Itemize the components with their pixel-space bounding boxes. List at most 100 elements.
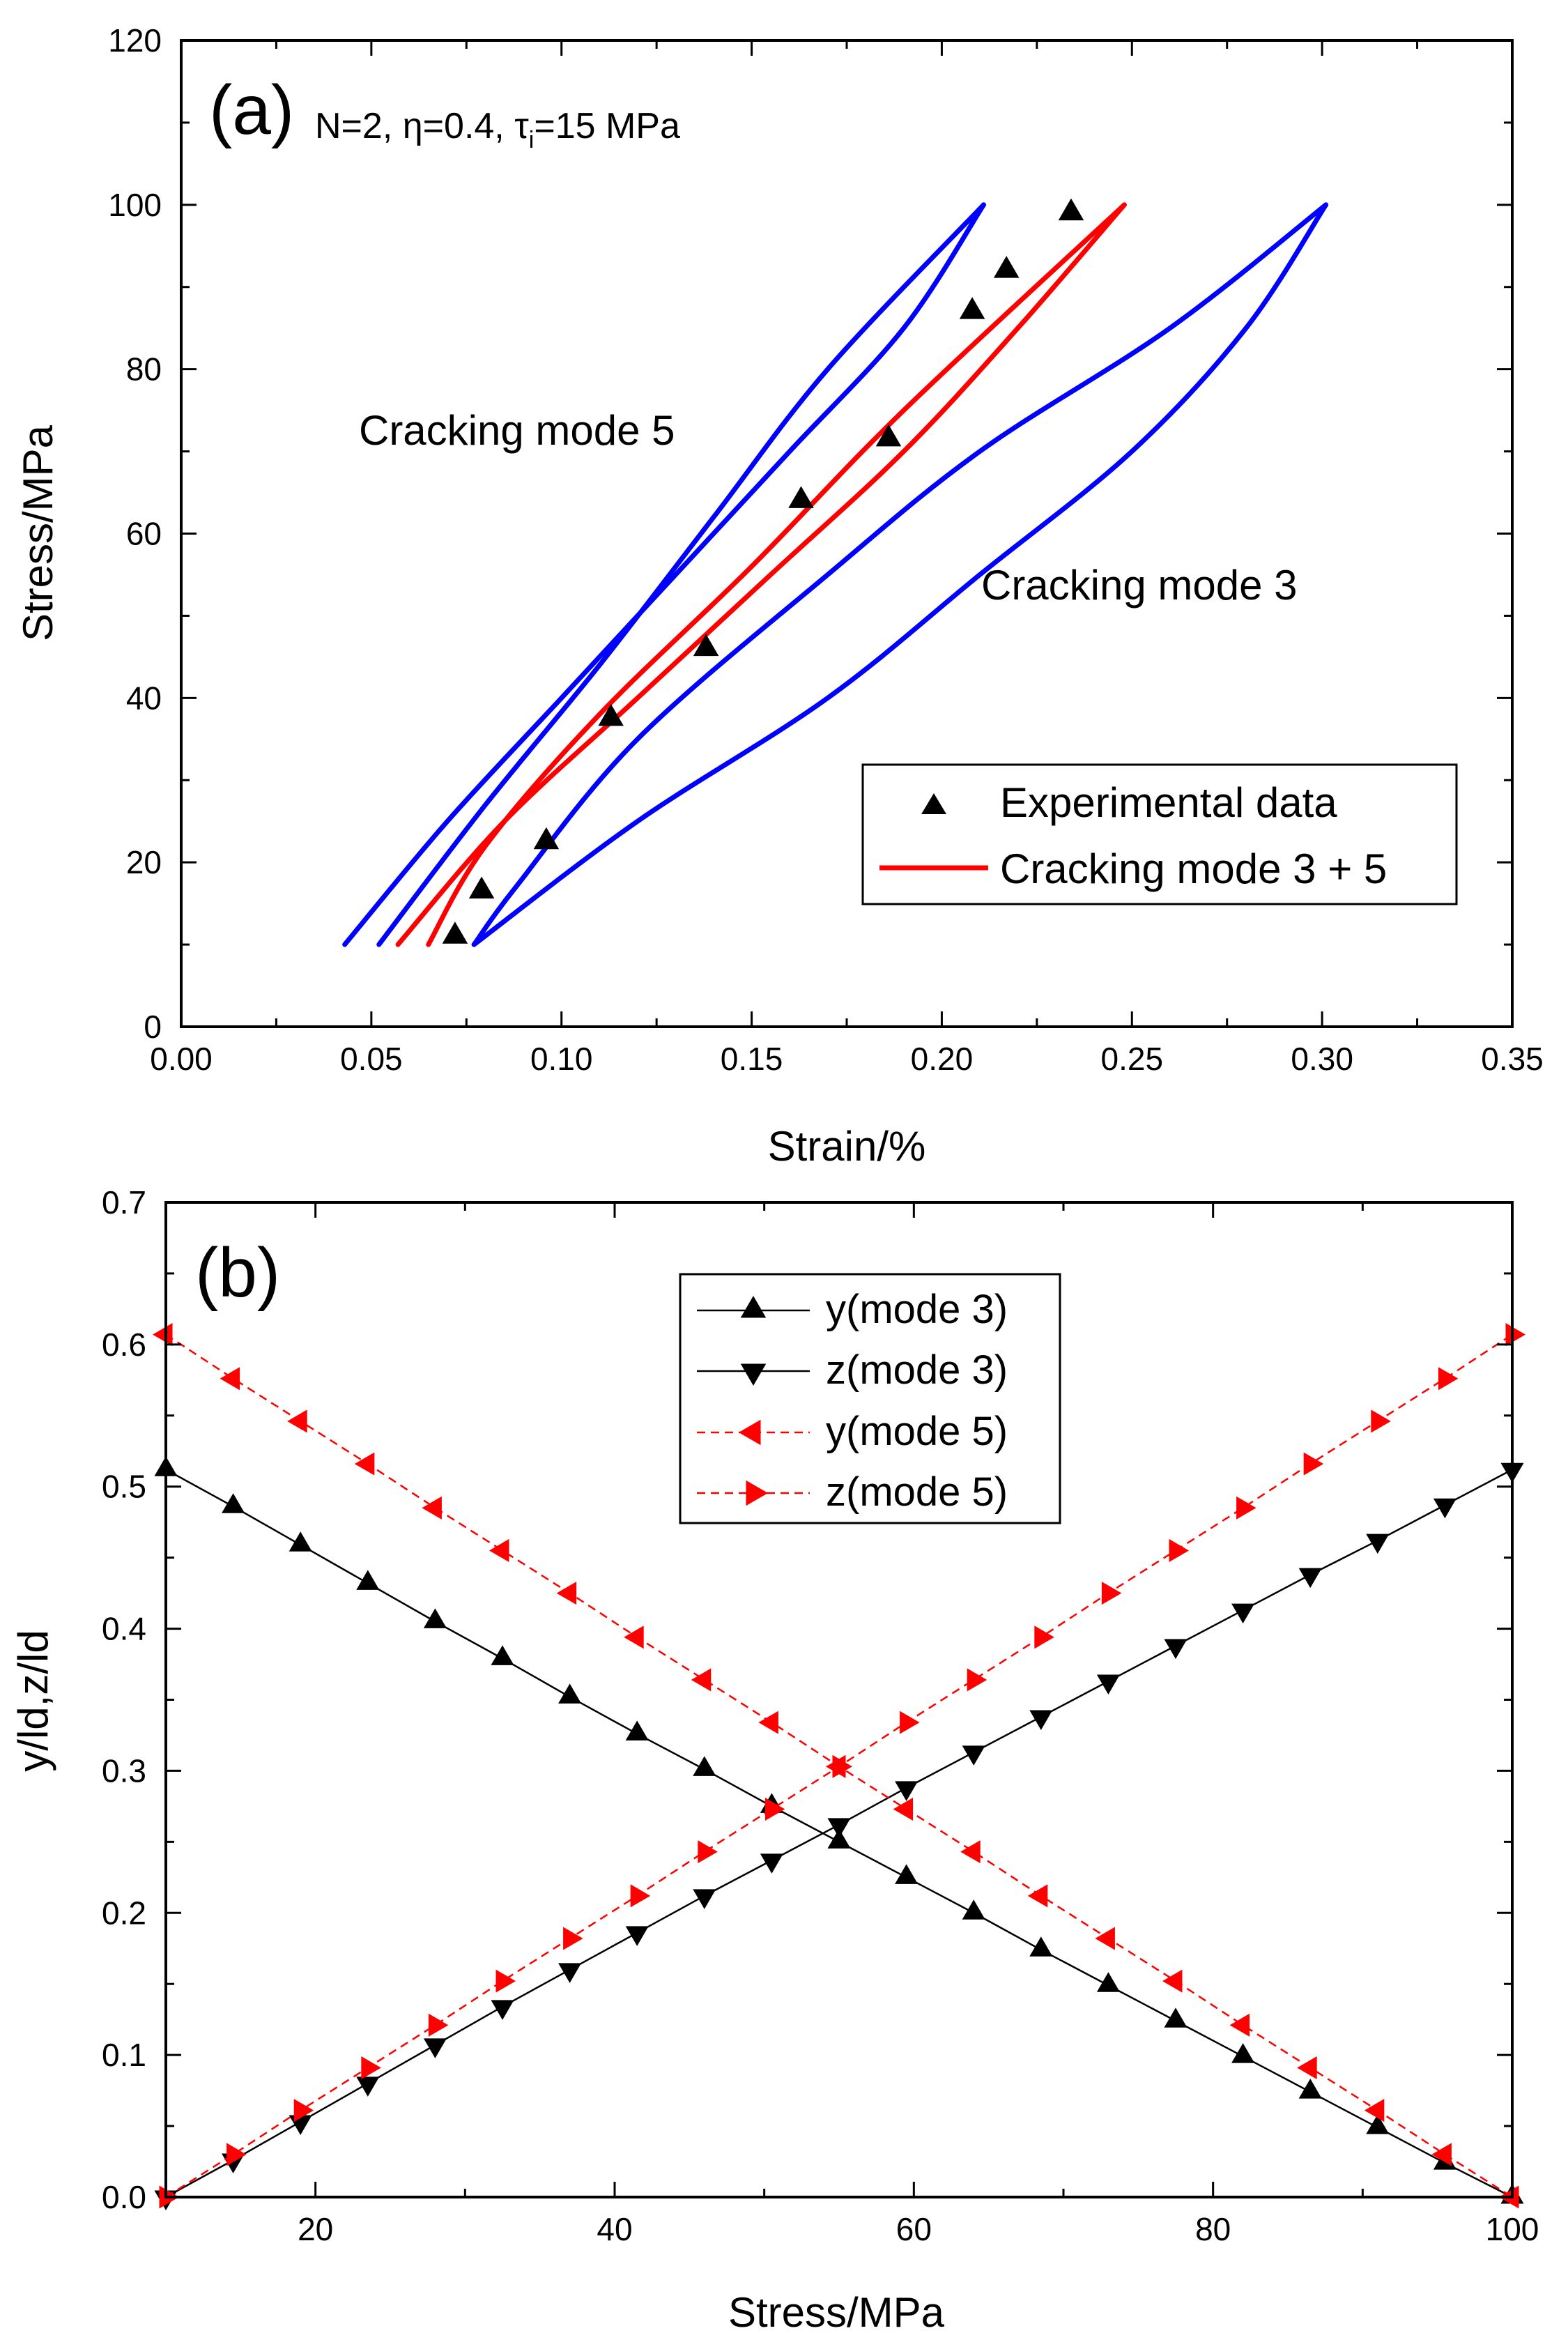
panel-a-x-axis-label: Strain/% (768, 1123, 926, 1170)
panel-a-ticks (180, 39, 1514, 1028)
x-tick-label: 0.30 (1291, 1041, 1353, 1077)
series-y-mode-3-marker (289, 1531, 312, 1552)
legend-label-cracking-3-5: Cracking mode 3 + 5 (1000, 846, 1387, 892)
series-y-mode-5-marker (960, 1840, 981, 1864)
experimental-data-point (875, 424, 902, 447)
series-y-mode-3-marker (222, 1493, 245, 1513)
experimental-data-point (993, 256, 1020, 278)
series-z-mode-3-marker (1366, 1533, 1390, 1554)
series-y-mode-5-marker (1364, 2099, 1385, 2122)
series-z-mode-5-marker (1101, 1582, 1122, 1605)
series-y-mode-5-marker (1431, 2143, 1452, 2166)
series-y-mode-3-marker (491, 1645, 514, 1665)
y-tick-label: 60 (126, 516, 162, 552)
panel-b-series (153, 1323, 1525, 2210)
series-y-mode-5-marker (691, 1668, 712, 1692)
series-z-mode-3-marker (423, 2038, 447, 2058)
series-cracking-mode-3-5-unloading-curve (426, 202, 1127, 947)
legend-marker-y-mode-5 (739, 1419, 761, 1446)
series-z-mode-5-marker (1169, 1538, 1189, 1562)
x-tick-label: 0.15 (721, 1041, 783, 1077)
series-z-mode-5-marker (1371, 1409, 1391, 1433)
y-tick-label: 0.6 (102, 1326, 146, 1363)
panel-b-x-axis-label: Stress/MPa (728, 2289, 945, 2333)
panel-a-x-tick-labels: 0.00 0.05 0.10 0.15 0.20 0.25 0.30 0.35 (150, 1041, 1544, 1077)
y-tick-label: 0.7 (102, 1184, 146, 1221)
x-tick-label: 0.20 (911, 1041, 974, 1077)
panel-b-y-axis-label: y/ld,z/ld (10, 1630, 56, 1771)
series-z-mode-3-marker (827, 1818, 851, 1838)
series-y-mode-5-marker (354, 1452, 375, 1476)
series-z-mode-3-marker (491, 2000, 514, 2020)
panel-a-y-axis-label: Stress/MPa (15, 424, 61, 641)
series-y-mode-3-marker (1029, 1936, 1053, 1957)
series-y-mode-3-marker (827, 1828, 851, 1849)
legend-label-y-mode-5: y(mode 5) (826, 1409, 1008, 1454)
series-z-mode-3-marker (625, 1926, 649, 1946)
series-y-mode-3-marker (962, 1899, 985, 1920)
series-z-mode-5-marker (630, 1884, 651, 1908)
panel-a-legend: Experimental data Cracking mode 3 + 5 (861, 763, 1458, 905)
series-z-mode-3-marker (1029, 1710, 1053, 1730)
series-z-mode-3-marker (1298, 1568, 1322, 1589)
series-z-mode-5-marker (1438, 1367, 1459, 1391)
series-z-mode-5-marker (361, 2056, 381, 2080)
panel-a-label: (a) (209, 71, 294, 149)
series-y-mode-3-marker (1231, 2043, 1255, 2063)
experimental-data-point (788, 486, 814, 508)
series-z-mode-3-marker (693, 1889, 716, 1909)
series-y-mode-5-marker (893, 1797, 914, 1821)
series-y-mode-5-marker (1297, 2056, 1317, 2080)
series-z-mode-5-marker (832, 1754, 852, 1778)
y-tick-label: 0.5 (102, 1469, 146, 1505)
annotation-tau-value: =15 MPa (534, 106, 680, 146)
y-tick-label: 0 (144, 1009, 162, 1045)
panel-b-legend-items (697, 1296, 810, 1506)
series-y-mode-3-marker (693, 1756, 716, 1776)
legend-marker-y-mode-3 (740, 1296, 767, 1318)
y-tick-label: 0.4 (102, 1611, 146, 1647)
series-z-mode-3-marker (1433, 1498, 1456, 1519)
experimental-data-point (442, 921, 468, 944)
series-z-mode-5-marker (495, 1969, 516, 1993)
series-z-mode-3-marker (1096, 1674, 1120, 1695)
series-y-mode-3-marker (1096, 1972, 1120, 1992)
series-y-mode-5-marker (287, 1409, 307, 1433)
series-y-mode-5-marker (220, 1367, 240, 1391)
y-tick-label: 0.2 (102, 1895, 146, 1931)
series-z-mode-3-marker (895, 1781, 918, 1801)
series-cracking-mode-3-unloading-curve (471, 202, 1329, 947)
series-y-mode-5-marker (758, 1711, 778, 1734)
panel-b-x-tick-labels: 20 40 60 80 100 (298, 2211, 1539, 2247)
legend-label-z-mode-3: z(mode 3) (826, 1347, 1008, 1393)
series-z-mode-5-marker (428, 2013, 449, 2037)
series-y-mode-3-marker (895, 1864, 918, 1884)
y-tick-label: 0.0 (102, 2179, 146, 2215)
series-y-mode-5-marker (422, 1496, 442, 1520)
panel-b-ticks (166, 1201, 1514, 2198)
series-y-mode-5-marker (556, 1582, 577, 1605)
series-z-mode-5-marker (900, 1711, 920, 1734)
series-z-mode-3-marker (289, 2115, 312, 2135)
series-y-mode-3-marker (1298, 2079, 1322, 2099)
series-y-mode-5-marker (1095, 1927, 1115, 1950)
panel-a-legend-box (861, 763, 1458, 905)
x-tick-label: 0.25 (1101, 1041, 1164, 1077)
y-tick-label: 120 (108, 22, 162, 59)
series-z-mode-5-marker (1034, 1626, 1054, 1649)
series-z-mode-5-marker (698, 1840, 718, 1864)
x-tick-label: 20 (298, 2211, 333, 2247)
series-y-mode-3-marker (558, 1683, 582, 1704)
panel-b-legend: y(mode 3) z(mode 3) y(mode 5) z(mode 5) (679, 1273, 1061, 1524)
legend-marker-experimental (921, 793, 946, 814)
legend-marker-z-mode-5 (746, 1480, 768, 1506)
experimental-data-point (693, 634, 719, 657)
panel-b-y-tick-labels: 0.0 0.1 0.2 0.3 0.4 0.5 0.6 0.7 (102, 1184, 146, 2215)
y-tick-label: 80 (126, 351, 162, 388)
series-y-mode-3-marker (423, 1608, 447, 1628)
panel-b-label: (b) (195, 1234, 280, 1312)
series-y-mode-5-marker (624, 1626, 644, 1649)
series-y-mode-3-marker (1164, 2007, 1187, 2028)
x-tick-label: 0.35 (1481, 1041, 1544, 1077)
